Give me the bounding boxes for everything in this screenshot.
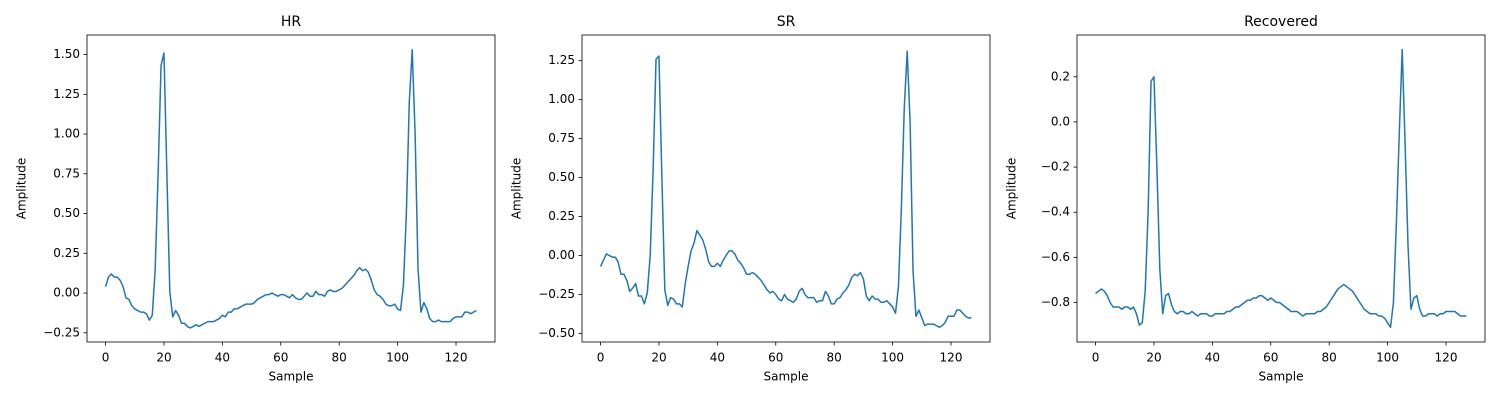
x-axis-label: Sample <box>764 370 809 384</box>
x-axis-label: Sample <box>1259 370 1304 384</box>
x-tick-label: 0 <box>597 351 605 365</box>
y-tick-label: −0.8 <box>1041 295 1070 309</box>
axes-frame <box>581 34 991 343</box>
x-axis-label: Sample <box>269 370 314 384</box>
data-line <box>1095 48 1467 329</box>
x-tick-label: 80 <box>1322 351 1337 365</box>
y-tick-label: −0.25 <box>538 287 575 301</box>
y-tick-label: 0.00 <box>548 248 575 262</box>
y-tick-label: 0.50 <box>53 206 80 220</box>
y-tick-label: 0.2 <box>1051 69 1070 83</box>
x-tick-label: 40 <box>1205 351 1220 365</box>
y-axis-label: Amplitude <box>1005 158 1019 220</box>
x-tick-label: 0 <box>102 351 110 365</box>
y-tick-label: 0.75 <box>53 166 80 180</box>
x-tick-label: 120 <box>1435 351 1458 365</box>
y-tick-label: 1.25 <box>53 87 80 101</box>
chart-title: SR <box>777 14 796 30</box>
y-tick-label: −0.2 <box>1041 160 1070 174</box>
x-tick-label: 40 <box>215 351 230 365</box>
x-tick-label: 60 <box>768 351 783 365</box>
y-tick-label: 1.00 <box>548 92 575 106</box>
y-tick-label: −0.50 <box>538 326 575 340</box>
chart-title: Recovered <box>1244 14 1318 30</box>
x-tick-label: 100 <box>386 351 409 365</box>
y-tick-label: −0.6 <box>1041 250 1070 264</box>
x-tick-label: 80 <box>332 351 347 365</box>
x-tick-label: 20 <box>651 351 666 365</box>
y-tick-label: 1.00 <box>53 127 80 141</box>
y-tick-label: −0.25 <box>43 325 80 339</box>
x-tick-label: 20 <box>156 351 171 365</box>
x-tick-label: 80 <box>827 351 842 365</box>
y-axis-label: Amplitude <box>510 158 524 220</box>
data-line <box>104 49 477 329</box>
y-tick-label: 0.25 <box>53 246 80 260</box>
y-tick-label: 0.75 <box>548 131 575 145</box>
x-tick-label: 100 <box>1376 351 1399 365</box>
y-tick-label: 0.00 <box>53 286 80 300</box>
y-tick-label: 1.50 <box>53 47 80 61</box>
y-tick-label: 0.50 <box>548 170 575 184</box>
y-tick-label: 0.25 <box>548 209 575 223</box>
data-line <box>599 50 972 328</box>
y-tick-label: 0.0 <box>1051 114 1070 128</box>
chart-title: HR <box>281 14 302 30</box>
y-tick-label: −0.4 <box>1041 205 1070 219</box>
axes-frame <box>1076 34 1486 343</box>
x-tick-label: 20 <box>1146 351 1161 365</box>
axes-frame <box>86 34 496 343</box>
x-tick-label: 120 <box>940 351 963 365</box>
x-tick-label: 60 <box>273 351 288 365</box>
x-tick-label: 100 <box>881 351 904 365</box>
x-tick-label: 60 <box>1263 351 1278 365</box>
y-axis-label: Amplitude <box>15 158 29 220</box>
x-tick-label: 120 <box>445 351 468 365</box>
x-tick-label: 40 <box>710 351 725 365</box>
y-tick-label: 1.25 <box>548 53 575 67</box>
x-tick-label: 0 <box>1092 351 1100 365</box>
